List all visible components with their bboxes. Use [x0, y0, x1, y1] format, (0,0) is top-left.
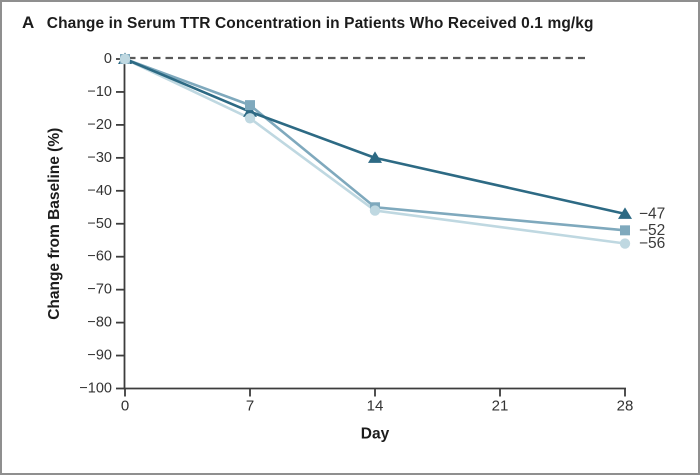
y-tick-label: −70: [87, 282, 112, 298]
marker-triangle-patient-1: [243, 105, 257, 117]
end-value-label-patient-1: −47: [639, 205, 665, 222]
x-tick-label: 0: [121, 398, 129, 415]
marker-circle-patient-3: [244, 113, 256, 124]
x-tick-label: 28: [617, 398, 634, 415]
figure-title: Change in Serum TTR Concentration in Pat…: [46, 15, 594, 32]
y-tick-label: −50: [87, 216, 112, 232]
marker-triangle-patient-1: [368, 151, 382, 163]
y-tick-label: −30: [87, 150, 112, 166]
marker-circle-patient-3: [119, 53, 131, 65]
series-line-patient-3: [124, 57, 626, 245]
marker-circle-patient-3: [619, 238, 631, 249]
series-line-patient-2: [124, 57, 626, 232]
y-tick-label: −60: [87, 249, 112, 265]
marker-triangle-patient-1: [618, 207, 632, 219]
x-tick-label: 21: [492, 398, 509, 415]
marker-circle-patient-3: [369, 205, 381, 216]
x-tick-label: 14: [367, 398, 384, 415]
y-tick-label: −90: [87, 348, 112, 364]
y-tick-label: −40: [87, 183, 112, 199]
y-axis-title: Change from Baseline (%): [46, 128, 63, 320]
y-tick-label: −10: [87, 84, 112, 100]
y-tick-label: −100: [79, 381, 112, 397]
series-line-patient-1: [124, 57, 626, 216]
end-value-label-patient-2: −52: [639, 222, 665, 239]
figure-title-row: A Change in Serum TTR Concentration in P…: [22, 13, 594, 33]
marker-square-patient-2: [245, 100, 255, 111]
x-axis-title: Day: [361, 426, 390, 443]
y-tick-label: 0: [104, 51, 112, 67]
y-tick-label: −80: [87, 315, 112, 331]
y-tick-label: −20: [87, 117, 112, 133]
marker-square-patient-2: [620, 225, 630, 236]
panel-label: A: [22, 13, 35, 32]
x-tick-label: 7: [246, 398, 254, 415]
end-value-label-patient-3: −56: [639, 235, 665, 252]
